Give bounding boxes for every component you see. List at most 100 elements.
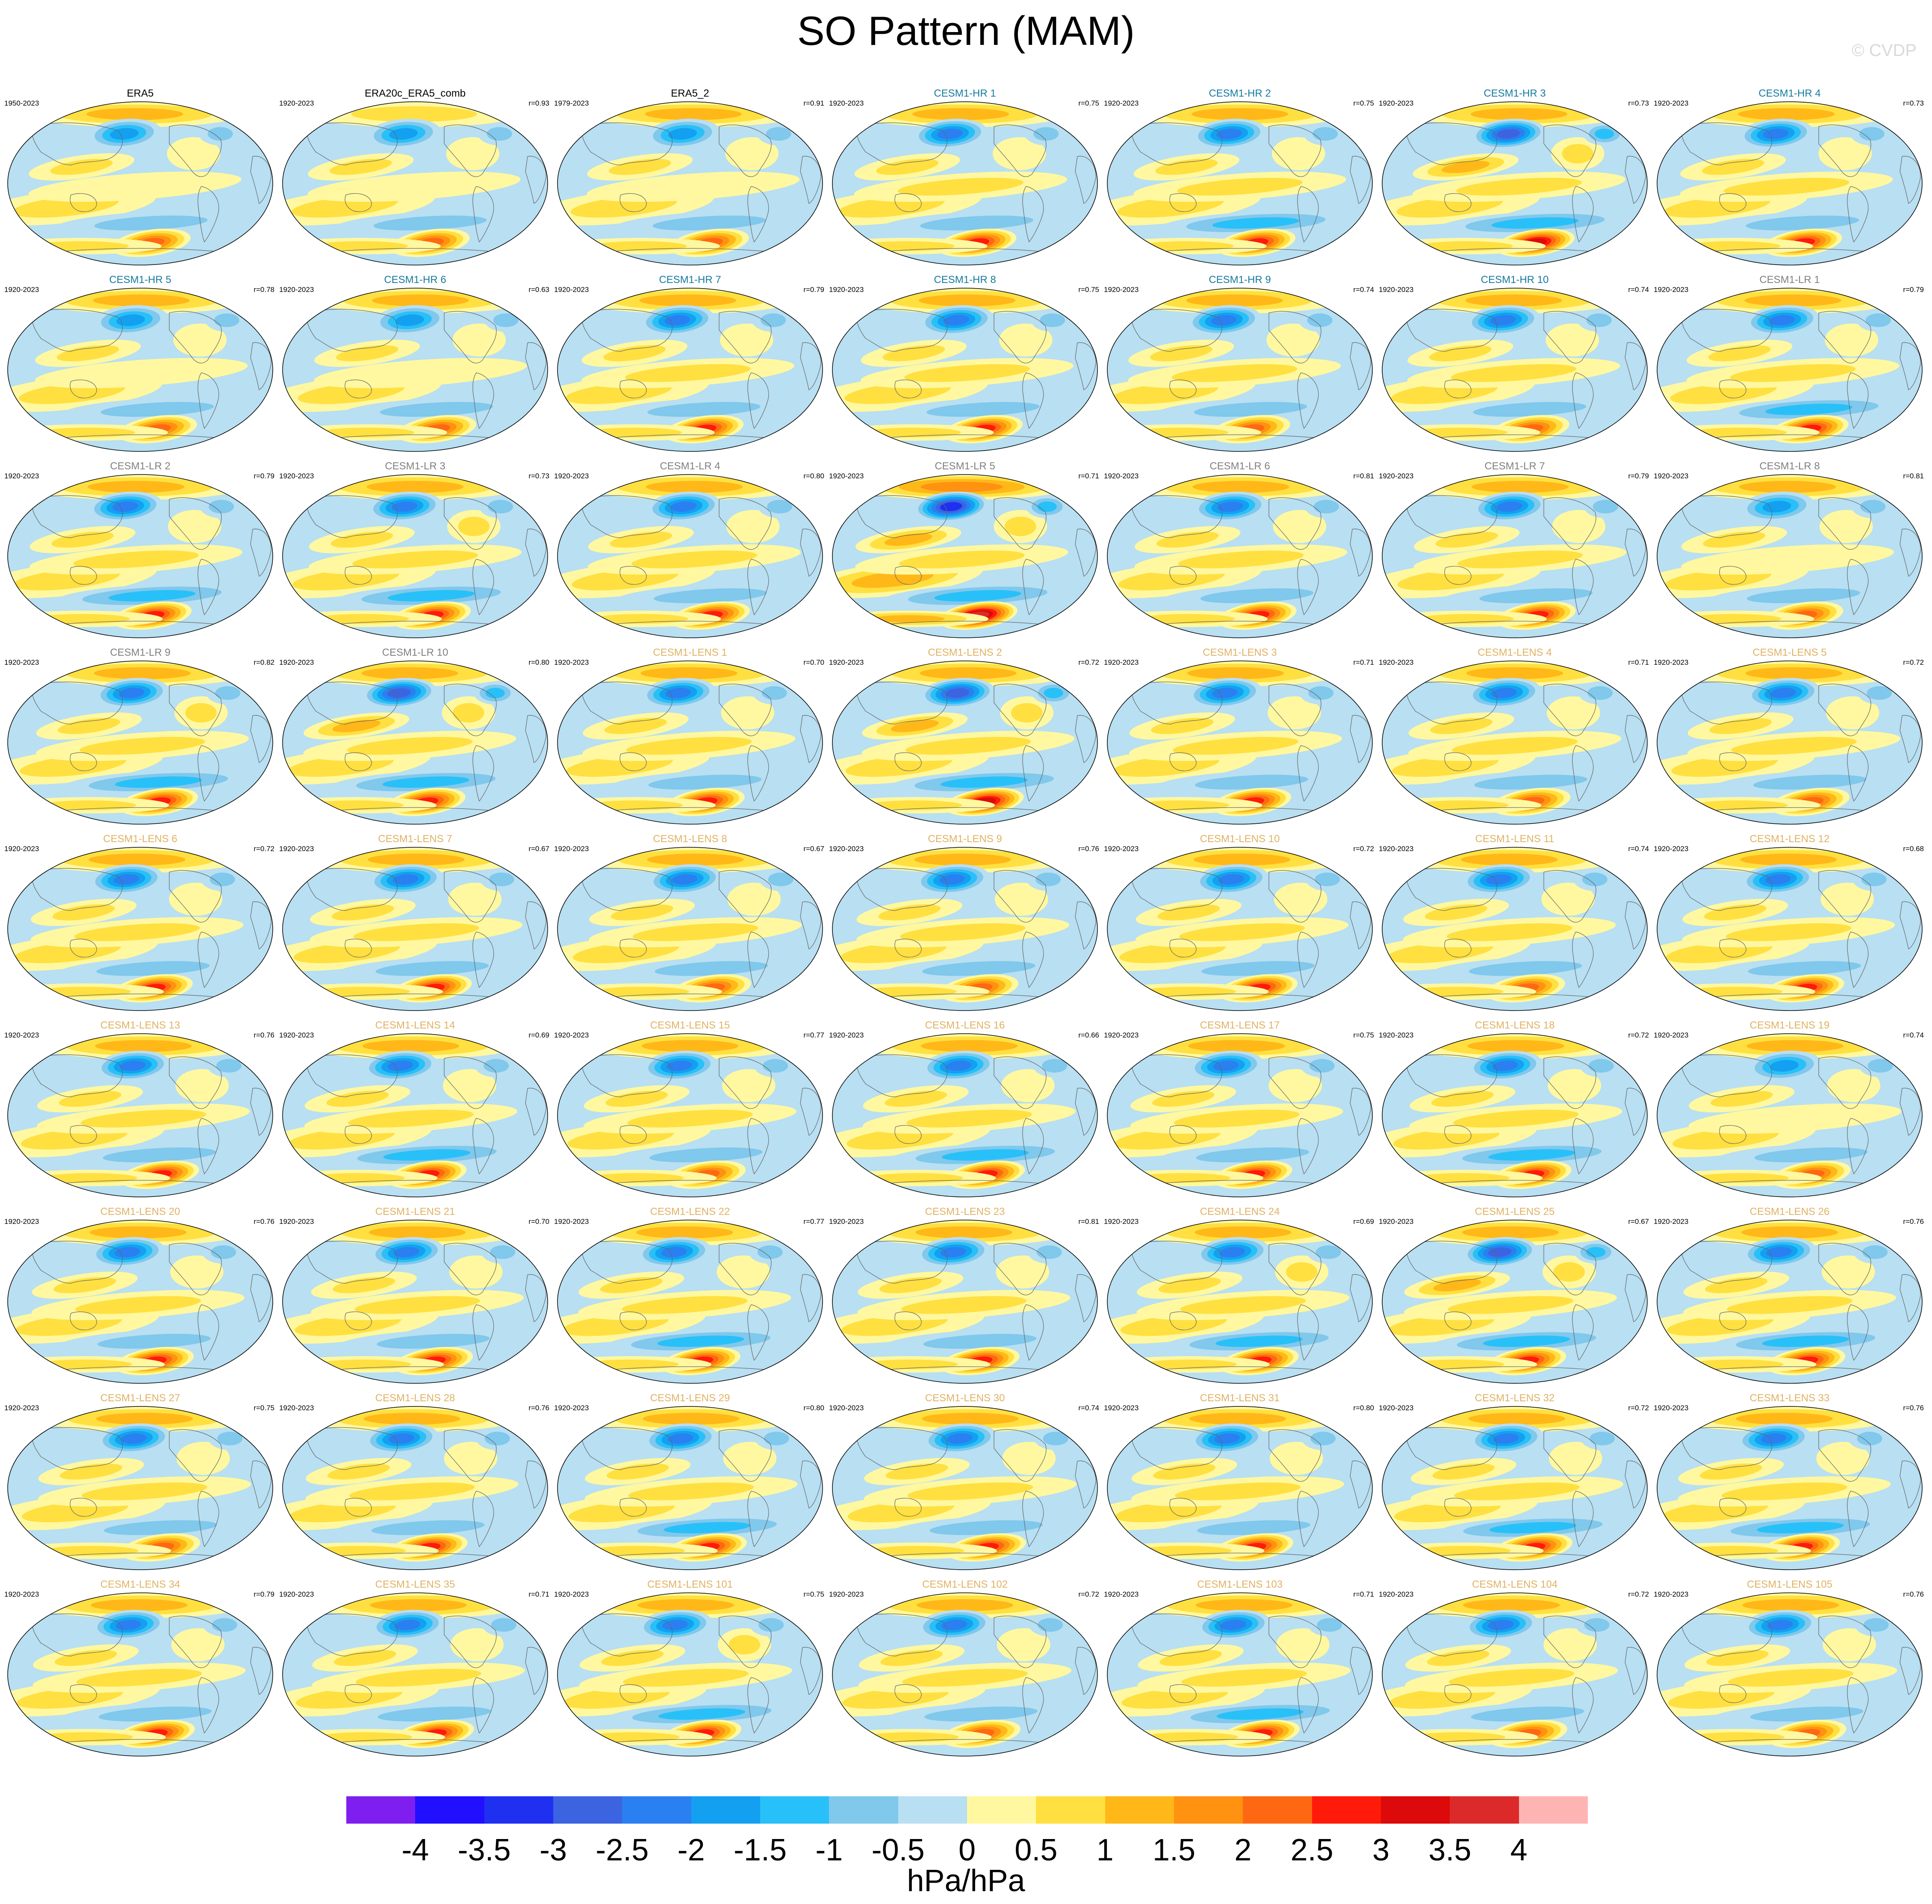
panel-period: 1920-2023 [829,472,864,480]
blob-arctic-positive-contour [351,106,477,122]
map-outline [7,474,273,638]
coastline-australia [619,1498,647,1517]
blob-west-pacific-positive-contour [1705,1277,1768,1294]
map-plot [1107,288,1373,452]
map-panel: CESM1-LENS 35 1920-2023 r=0.71 [277,1579,553,1759]
blob-north-atlantic-negative-contour [1867,686,1892,700]
coastline-north-america [1543,311,1596,363]
panel-title: CESM1-LENS 5 [1752,647,1827,658]
map-panel: CESM1-LENS 20 1920-2023 r=0.76 [3,1206,278,1386]
blob-north-atlantic-negative-contour [1859,127,1885,141]
map-plot [1657,1592,1923,1757]
coastline-asia [1131,868,1222,911]
map-panel: CESM1-LENS 26 1920-2023 r=0.76 [1652,1206,1927,1386]
blob-west-pacific-positive-contour [1153,1463,1216,1480]
map-outline [1657,847,1923,1011]
coastline-asia [32,122,123,165]
blob-south-pacific-positive-contour [905,737,1031,755]
blob-southern-ocean-negative-contour [103,1147,216,1163]
map-plot [1107,660,1373,825]
blob-north-atlantic-negative-contour [487,127,512,141]
blob-southern-ocean-negative-contour [1746,215,1859,231]
panel-period: 1920-2023 [1379,658,1414,666]
map-plot [1657,1033,1923,1197]
map-panel: CESM1-LENS 7 1920-2023 r=0.67 [277,834,553,1013]
blob-arctic-positive-contour [363,1412,460,1425]
blob-west-pacific-positive-contour [54,1650,117,1666]
panel-correlation: r=0.75 [1078,286,1099,294]
panel-correlation: r=0.75 [1353,1031,1374,1039]
panel-title: CESM1-LENS 103 [1197,1579,1283,1590]
coastline-asia [1406,1613,1497,1656]
map-outline [1382,1406,1648,1570]
map-plot [282,288,548,452]
coastline-asia [856,1613,947,1656]
map-outline [1382,288,1648,452]
map-panel: CESM1-HR 4 1920-2023 r=0.73 [1652,88,1927,268]
blob-atlantic-positive-contour [1271,137,1325,171]
coastline-australia [70,752,97,771]
blob-arctic-positive-contour [1466,667,1563,679]
blob-arctic-positive-contour [361,667,458,679]
panel-correlation: r=0.81 [1353,472,1374,480]
blob-southern-ocean-negative-contour [377,1334,490,1349]
coastline-africa [1075,156,1096,204]
blob-north-atlantic-negative-contour [1584,1618,1610,1632]
coastline-australia [1444,1312,1472,1330]
coastline-north-america [994,1429,1047,1482]
blob-atlantic-positive-contour [185,703,217,723]
blob-north-pacific-negative-contour [947,1433,973,1444]
coastline-asia [856,1054,947,1097]
blob-arctic-positive-contour [1195,1226,1292,1238]
blob-north-pacific-negative-contour [1213,1061,1239,1071]
panel-title: CESM1-LENS 18 [1475,1020,1555,1031]
coastline-africa [525,715,546,763]
map-plot [1657,101,1923,265]
blob-atlantic-positive-contour [1273,510,1327,543]
panel-title: CESM1-LENS 8 [653,833,727,845]
panel-correlation: r=0.63 [528,286,549,294]
panel-title: CESM1-LENS 19 [1749,1020,1830,1031]
panel-title: CESM1-LR 10 [382,647,448,658]
map-plot [1107,1406,1373,1570]
coastline-africa [250,1647,271,1695]
panel-period: 1920-2023 [554,1217,589,1226]
map-panel: ERA5_2 1979-2023 r=0.91 [552,88,828,268]
blob-south-pacific-positive-contour [1175,1482,1301,1500]
map-outline [1382,1033,1648,1197]
panel-title: ERA5_2 [671,88,709,99]
blob-arctic-positive-contour [1189,1412,1286,1425]
coastline-asia [581,1613,673,1656]
blob-arctic-positive-contour [1187,667,1284,679]
blob-west-pacific-positive-contour [1430,718,1493,734]
coastline-asia [307,122,398,165]
blob-atlantic-positive-contour [169,882,223,916]
panel-period: 1920-2023 [1654,99,1689,107]
coastline-africa [1625,1274,1646,1322]
coastline-africa [1075,1460,1096,1509]
coastline-africa [1900,1460,1921,1509]
blob-southern-ocean-negative-contour [1491,217,1579,229]
blob-south-pacific-positive-contour [626,737,752,755]
blob-arctic-positive-contour [912,108,1009,120]
coastline-south-america [1022,1118,1044,1175]
coastline-south-america [1022,372,1044,429]
blob-atlantic-positive-contour [1268,1069,1322,1102]
blob-atlantic-positive-contour [1266,323,1320,357]
map-plot [1107,1033,1373,1197]
blob-southern-ocean-negative-contour [383,1149,471,1161]
coastline-asia [1681,681,1772,725]
colorbar-tick-label: -3 [539,1833,567,1867]
blob-north-atlantic-negative-contour [1035,872,1061,887]
map-plot [282,1033,548,1197]
coastline-australia [1444,1498,1472,1517]
panel-correlation: r=0.67 [1628,1217,1649,1226]
blob-west-pacific-positive-contour [610,531,673,548]
map-plot [557,1220,823,1384]
blob-north-atlantic-negative-contour [1863,1618,1889,1632]
coastline-north-america [719,124,772,177]
coastline-australia [1719,1312,1746,1330]
coastline-south-america [1847,559,1869,616]
blob-west-pacific-positive-contour [884,533,932,546]
colorbar-tick-label: -0.5 [871,1833,925,1867]
